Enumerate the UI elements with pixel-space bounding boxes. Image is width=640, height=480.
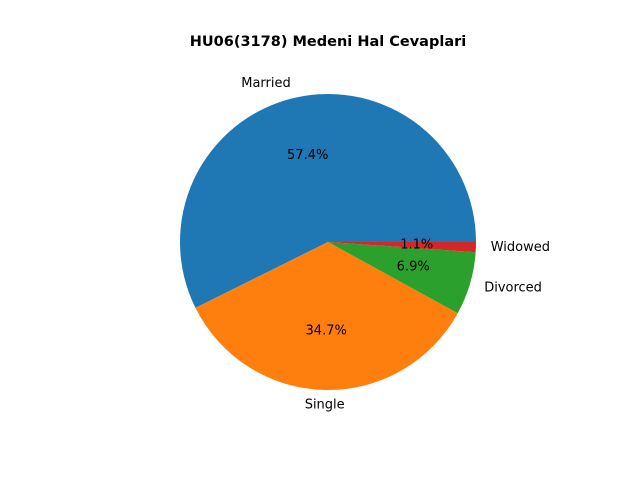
pie-slice-married: [180, 94, 476, 308]
slice-label-single: Single: [305, 397, 345, 412]
slice-label-widowed: Widowed: [491, 240, 550, 255]
slice-pct-single: 34.7%: [306, 323, 347, 338]
slice-pct-widowed: 1.1%: [400, 238, 433, 253]
pie-slice-single: [195, 242, 458, 391]
slice-pct-married: 57.4%: [287, 148, 328, 163]
pie-slice-divorced: [328, 242, 476, 314]
slice-label-married: Married: [241, 76, 291, 91]
pie-slices: [180, 94, 476, 391]
slice-pct-divorced: 6.9%: [397, 260, 430, 275]
slice-label-divorced: Divorced: [484, 280, 542, 295]
pie-slice-widowed: [328, 242, 476, 253]
pie-labels: Married 57.4% Single 34.7% Divorced 6.9% Widow…: [241, 76, 550, 412]
chart-title: HU06(3178) Medeni Hal Cevaplari: [189, 34, 467, 50]
